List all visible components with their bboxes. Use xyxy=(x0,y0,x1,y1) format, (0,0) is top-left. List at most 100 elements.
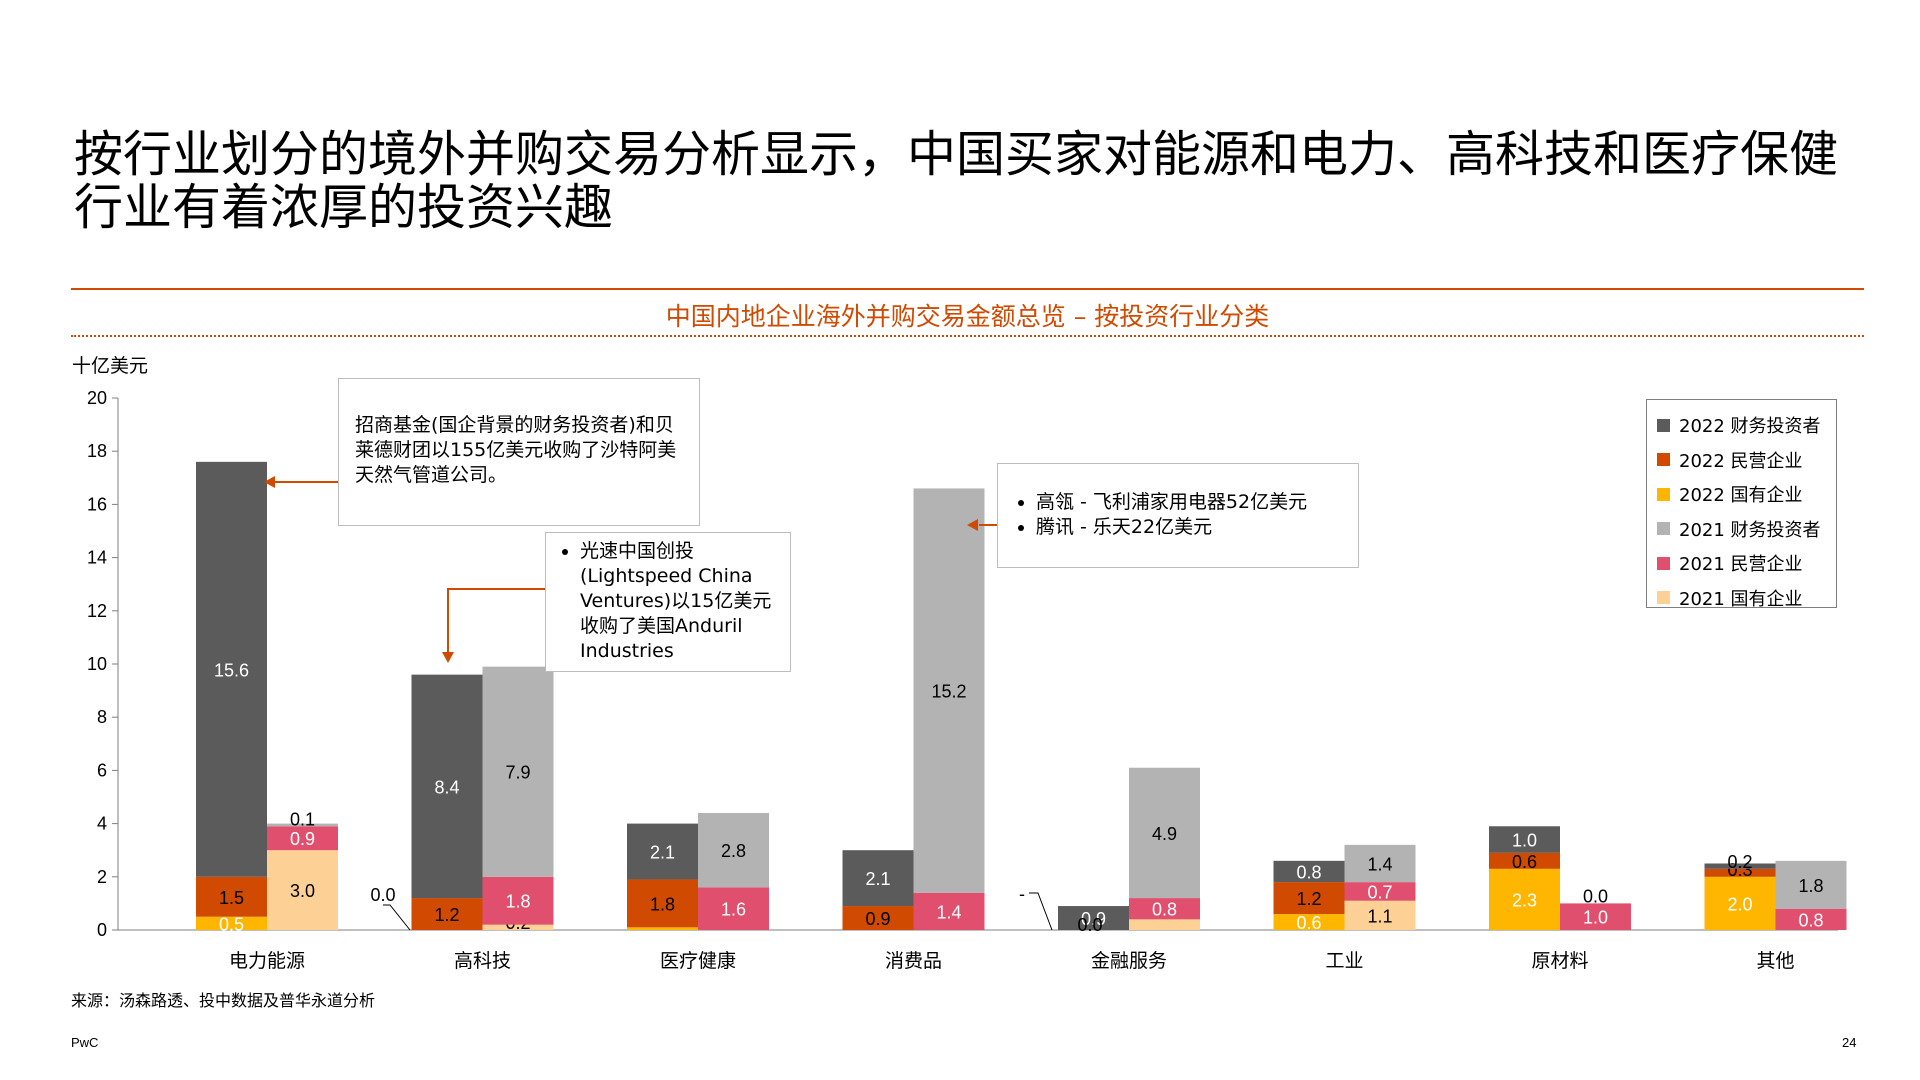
callout-energy-arrow-head xyxy=(264,476,275,488)
bar-value-label: 0.9 xyxy=(1081,909,1106,929)
bar-segment xyxy=(1704,863,1776,869)
bar-segment xyxy=(698,887,769,930)
y-axis-tick-label: 8 xyxy=(97,707,107,727)
bar-value-label: 2.1 xyxy=(865,869,890,889)
x-axis-category-label: 高科技 xyxy=(454,950,511,972)
bar-segment xyxy=(842,850,914,907)
bar-segment xyxy=(1775,908,1847,930)
bar-segment xyxy=(1489,826,1560,853)
bar-value-label: 0.8 xyxy=(1296,862,1321,882)
x-axis-category-label: 原材料 xyxy=(1531,950,1588,972)
legend-swatch xyxy=(1657,487,1670,501)
bar-value-label: 0.6 xyxy=(1512,852,1537,872)
x-axis-category-label: 工业 xyxy=(1325,950,1363,972)
bar-segment xyxy=(411,898,483,930)
bar-value-label: 2.3 xyxy=(1512,890,1537,910)
bar-segment xyxy=(1704,876,1776,930)
bar-segment xyxy=(1344,844,1416,883)
bar-segment xyxy=(482,876,554,925)
bar-value-label: 2.0 xyxy=(1727,894,1752,914)
callout-hightech-list: 光速中国创投(Lightspeed China Ventures)以15亿美元收… xyxy=(558,539,780,664)
chart-title: 中国内地企业海外并购交易金额总览 – 按投资行业分类 xyxy=(665,302,1270,331)
slide-title: 按行业划分的境外并购交易分析显示，中国买家对能源和电力、高科技和医疗保健行业有着… xyxy=(74,126,1839,236)
x-axis-category-label: 电力能源 xyxy=(229,950,305,972)
callout-hightech-arrow xyxy=(447,588,545,652)
callout-consumer-list: 高瓴 - 飞利浦家用电器52亿美元腾讯 - 乐天22亿美元 xyxy=(1014,490,1348,540)
bar-value-label: 0.0 xyxy=(1583,886,1608,906)
bar-value-label: 15.6 xyxy=(214,660,249,680)
callout-hightech-bullet: 光速中国创投(Lightspeed China Ventures)以15亿美元收… xyxy=(580,539,780,664)
bar-segment xyxy=(627,927,698,930)
bar-value-label: 0.9 xyxy=(290,829,315,849)
source-note: 来源：汤森路透、投中数据及普华永道分析 xyxy=(71,991,376,1010)
legend-label: 2021 财务投资者 xyxy=(1679,519,1821,541)
x-axis-category-label: 金融服务 xyxy=(1091,950,1167,972)
bar-segment xyxy=(267,826,338,851)
bar-value-label: 1.8 xyxy=(505,892,530,912)
bar-segment xyxy=(196,461,267,877)
legend-item: 2022 国有企业 xyxy=(1657,477,1836,512)
legend-swatch xyxy=(1657,418,1670,432)
y-axis-tick-label: 18 xyxy=(87,441,107,461)
title-rule xyxy=(71,288,1864,290)
legend-label: 2022 国有企业 xyxy=(1679,485,1803,507)
bar-value-label: 1.4 xyxy=(1367,855,1392,875)
legend-item: 2022 民营企业 xyxy=(1657,443,1836,478)
bar-value-label: 2.8 xyxy=(721,841,746,861)
bar-segment xyxy=(1129,898,1200,920)
page-number: 24 xyxy=(1842,1035,1857,1050)
x-axis-category-label: 消费品 xyxy=(885,950,942,972)
callout-energy: 招商基金(国企背景的财务投资者)和贝莱德财团以155亿美元收购了沙特阿美天然气管… xyxy=(338,378,700,526)
callout-consumer: 高瓴 - 飞利浦家用电器52亿美元腾讯 - 乐天22亿美元 xyxy=(997,463,1359,568)
callout-hightech-arrow-head xyxy=(442,652,454,663)
bar-segment xyxy=(267,850,338,930)
bar-value-label: 3.0 xyxy=(290,881,315,901)
bar-value-label: 15.2 xyxy=(931,682,966,702)
y-axis-tick-label: 2 xyxy=(97,867,107,887)
bar-value-label: 1.0 xyxy=(1583,908,1608,928)
bar-value-label: 0.8 xyxy=(1798,910,1823,930)
bar-value-label: 1.1 xyxy=(1367,906,1392,926)
bar-value-label: 1.2 xyxy=(434,905,459,925)
x-axis-category-label: 医疗健康 xyxy=(660,950,736,972)
bar-value-label: 1.6 xyxy=(721,900,746,920)
y-axis-tick-label: 6 xyxy=(97,760,107,780)
bar-value-label: 0.2 xyxy=(1727,852,1752,872)
bar-segment xyxy=(196,916,267,930)
bar-segment xyxy=(1704,868,1776,877)
y-axis-tick-label: 12 xyxy=(87,601,107,621)
y-axis-tick-label: 20 xyxy=(87,388,107,408)
bar-segment xyxy=(1273,914,1345,930)
y-axis-tick-label: 0 xyxy=(97,920,107,940)
legend-item: 2021 国有企业 xyxy=(1657,581,1836,616)
zero-bar-leader xyxy=(383,904,411,931)
zero-bar-label: 0.0 xyxy=(370,885,395,905)
bar-value-label: 1.0 xyxy=(1512,831,1537,851)
bar-value-label: 1.8 xyxy=(1798,876,1823,896)
bar-value-label: 1.4 xyxy=(936,902,961,922)
legend-label: 2021 国有企业 xyxy=(1679,588,1803,610)
legend-label: 2022 财务投资者 xyxy=(1679,416,1821,438)
callout-hightech: 光速中国创投(Lightspeed China Ventures)以15亿美元收… xyxy=(545,532,791,672)
bar-segment xyxy=(1489,868,1560,930)
zero-bar-label: 0.0 xyxy=(1077,915,1102,935)
bar-segment xyxy=(1344,900,1416,930)
bar-segment xyxy=(1560,903,1631,930)
bar-segment xyxy=(1058,906,1129,930)
callout-consumer-bullet: 腾讯 - 乐天22亿美元 xyxy=(1036,515,1348,540)
bar-segment xyxy=(842,906,914,930)
bar-segment xyxy=(627,879,698,928)
bar-segment xyxy=(1489,852,1560,869)
bar-segment xyxy=(1273,882,1345,915)
callout-consumer-arrow-head xyxy=(967,519,978,531)
bar-segment xyxy=(627,823,698,880)
bar-segment xyxy=(482,924,554,930)
callout-energy-text: 招商基金(国企背景的财务投资者)和贝莱德财团以155亿美元收购了沙特阿美天然气管… xyxy=(355,414,677,486)
legend-swatch xyxy=(1657,556,1670,570)
bar-value-label: 8.4 xyxy=(434,777,459,797)
bar-value-label: 0.1 xyxy=(290,809,315,829)
bar-value-label: 0.7 xyxy=(1367,882,1392,902)
x-axis-category-label: 其他 xyxy=(1756,950,1794,972)
bar-value-label: 7.9 xyxy=(505,763,530,783)
bar-segment xyxy=(1129,919,1200,930)
